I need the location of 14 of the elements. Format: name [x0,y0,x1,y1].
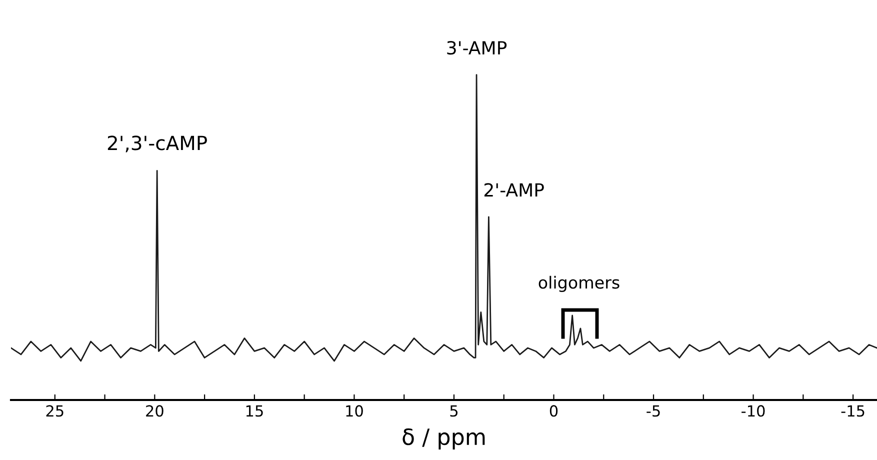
annotation: 2'-AMP [484,183,544,196]
x-tick-label: 15 [246,405,263,417]
x-tick-label: -5 [646,405,660,417]
x-tick-label: 10 [346,405,363,417]
x-tick-label: -10 [742,405,765,417]
x-tick-label: 0 [550,405,558,417]
annotation: 3'-AMP [447,40,507,55]
x-tick-label: 20 [146,405,164,417]
x-axis-title: δ / ppm [402,428,485,450]
annotation: oligomers [538,276,620,292]
annotation: 2',3'-cAMP [108,136,207,152]
x-tick-label: 5 [450,405,458,417]
x-tick-label: -15 [841,405,864,417]
x-tick-label: 25 [46,405,64,417]
